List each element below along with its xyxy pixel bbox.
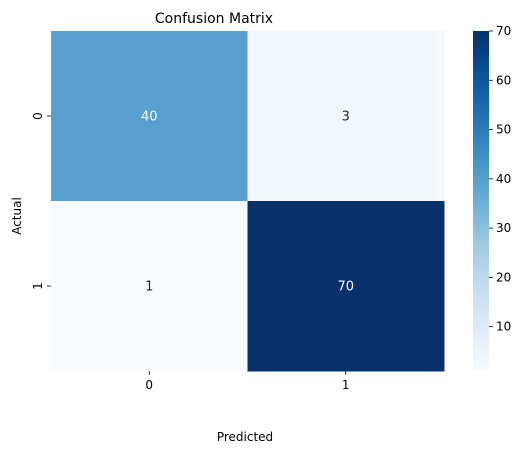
cell-value-label: 3	[342, 110, 350, 125]
y-tick-label: 1	[31, 282, 45, 290]
y-axis-label: Actual	[10, 197, 24, 235]
heatmap-cell-1-1	[247, 201, 445, 372]
x-axis-label: Predicted	[217, 430, 273, 444]
colorbar-tick-label: 20	[496, 270, 511, 284]
heatmap-cell-0-1	[247, 31, 445, 202]
colorbar-tick-label: 60	[496, 73, 511, 87]
colorbar-tick-label: 70	[496, 24, 511, 38]
heatmap-cell-labels: 40 3 1 70	[141, 110, 354, 295]
y-axis: 01	[31, 112, 51, 290]
heatmap-cell-1-0	[51, 201, 248, 372]
cell-value-label: 40	[141, 110, 158, 125]
colorbar-tick-label: 40	[496, 172, 511, 186]
x-tick-label: 1	[342, 378, 350, 392]
colorbar: 10 20 30 40 50 60 70	[473, 24, 511, 371]
x-tick-label: 0	[145, 378, 153, 392]
heatmap-cell-0-0	[51, 31, 248, 202]
chart-title: Confusion Matrix	[155, 11, 273, 27]
cell-value-label: 70	[337, 280, 354, 295]
colorbar-tick-label: 50	[496, 123, 511, 137]
heatmap-cells	[51, 31, 445, 372]
cell-value-label: 1	[145, 280, 153, 295]
y-tick-label: 0	[31, 112, 45, 120]
colorbar-tick-label: 30	[496, 221, 511, 235]
colorbar-tick-label: 10	[496, 320, 511, 334]
colorbar-gradient	[473, 31, 489, 371]
